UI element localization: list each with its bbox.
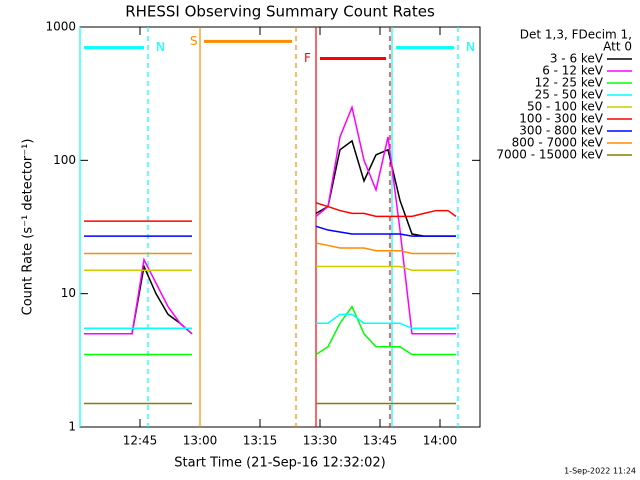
x-tick-label: 13:00 <box>183 434 218 448</box>
x-tick-label: 14:00 <box>423 434 458 448</box>
series-line <box>84 104 456 335</box>
annotation-label: N <box>466 40 475 54</box>
legend-label: 50 - 100 keV <box>527 100 604 114</box>
x-tick-label: 13:45 <box>363 434 398 448</box>
legend-title: Att 0 <box>603 40 632 54</box>
legend-label: 100 - 300 keV <box>519 112 603 126</box>
series-line <box>84 313 456 330</box>
legend-label: 12 - 25 keV <box>535 76 604 90</box>
series-line <box>84 242 456 255</box>
y-tick-label: 1 <box>68 420 76 434</box>
legend-title: Det 1,3, FDecim 1, <box>520 28 632 42</box>
series-line <box>84 225 456 237</box>
x-tick-label: 12:45 <box>123 434 158 448</box>
y-tick-label: 1000 <box>45 20 76 34</box>
x-tick-label: 13:15 <box>243 434 278 448</box>
footer: 1-Sep-2022 11:24 <box>564 467 636 476</box>
series-line <box>84 305 456 356</box>
series-line <box>84 202 457 222</box>
annotation-label: N <box>156 40 165 54</box>
y-tick-label: 100 <box>53 153 76 167</box>
legend-label: 7000 - 15000 keV <box>496 148 603 162</box>
plot-frame <box>79 26 481 428</box>
x-tick-label: 13:30 <box>303 434 338 448</box>
legend-label: 25 - 50 keV <box>535 88 604 102</box>
series-line <box>84 265 456 271</box>
legend-label: 3 - 6 keV <box>550 52 604 66</box>
y-axis-label: Count Rate (s⁻¹ detector⁻¹) <box>21 139 36 316</box>
legend-label: 800 - 7000 keV <box>512 136 604 150</box>
annotation-label: S <box>190 34 198 48</box>
legend-label: 6 - 12 keV <box>542 64 604 78</box>
annotation-label: F <box>304 51 311 65</box>
y-tick-label: 10 <box>61 286 76 300</box>
legend-label: 300 - 800 keV <box>519 124 603 138</box>
x-axis-label: Start Time (21-Sep-16 12:32:02) <box>174 456 385 471</box>
chart-title: RHESSI Observing Summary Count Rates <box>125 3 435 21</box>
